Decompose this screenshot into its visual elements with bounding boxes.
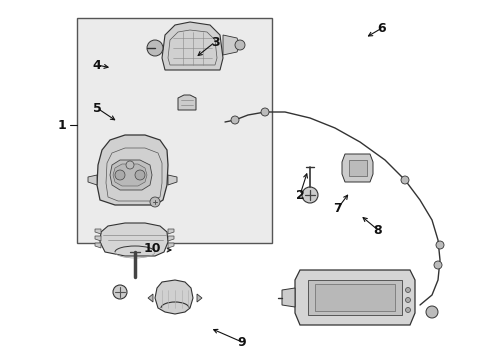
Polygon shape [168, 229, 174, 234]
Circle shape [126, 161, 134, 169]
Polygon shape [168, 175, 177, 185]
Circle shape [261, 108, 268, 116]
Text: 6: 6 [377, 22, 386, 35]
Circle shape [405, 307, 409, 312]
Polygon shape [162, 22, 223, 70]
Circle shape [400, 176, 408, 184]
Polygon shape [88, 175, 97, 185]
Circle shape [113, 285, 127, 299]
Circle shape [433, 261, 441, 269]
Polygon shape [341, 154, 372, 182]
Circle shape [435, 241, 443, 249]
Polygon shape [223, 35, 240, 55]
Polygon shape [95, 236, 101, 241]
Polygon shape [168, 236, 174, 241]
Polygon shape [148, 294, 153, 302]
Text: 10: 10 [143, 242, 161, 255]
Circle shape [302, 187, 317, 203]
Text: 2: 2 [295, 189, 304, 202]
Polygon shape [95, 229, 101, 234]
Text: 8: 8 [373, 224, 382, 237]
Text: 1: 1 [58, 118, 66, 131]
Circle shape [150, 197, 160, 207]
Circle shape [405, 297, 409, 302]
Polygon shape [348, 160, 366, 176]
Circle shape [405, 288, 409, 292]
Circle shape [230, 116, 239, 124]
Text: 4: 4 [92, 59, 101, 72]
Polygon shape [95, 243, 101, 248]
Polygon shape [113, 164, 147, 186]
Polygon shape [168, 243, 174, 248]
Bar [77, 18, 271, 243]
Polygon shape [100, 223, 168, 256]
Polygon shape [97, 135, 168, 205]
Text: 9: 9 [237, 336, 246, 348]
Circle shape [235, 40, 244, 50]
Polygon shape [307, 280, 401, 315]
Polygon shape [155, 280, 193, 314]
Text: 7: 7 [333, 202, 342, 215]
Polygon shape [110, 160, 152, 190]
Text: 3: 3 [210, 36, 219, 49]
Text: 5: 5 [92, 102, 101, 114]
Circle shape [135, 170, 145, 180]
Polygon shape [178, 95, 196, 110]
Polygon shape [294, 270, 414, 325]
Polygon shape [314, 284, 394, 311]
Circle shape [147, 40, 163, 56]
Polygon shape [197, 294, 202, 302]
Circle shape [115, 170, 125, 180]
Polygon shape [282, 288, 294, 307]
Circle shape [425, 306, 437, 318]
